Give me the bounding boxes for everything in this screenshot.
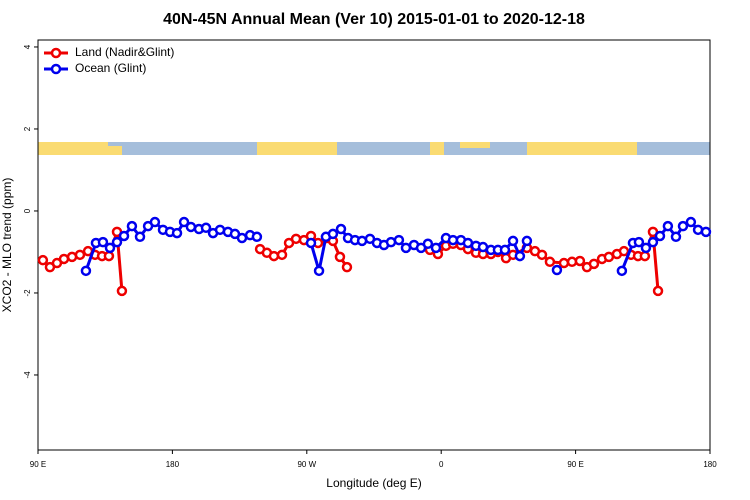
point xyxy=(58,253,70,265)
point xyxy=(116,285,128,297)
point xyxy=(236,232,248,244)
point xyxy=(430,242,442,254)
point xyxy=(574,255,586,267)
point xyxy=(558,257,570,269)
point xyxy=(118,230,130,242)
point xyxy=(341,261,353,273)
point xyxy=(134,231,146,243)
point xyxy=(149,216,161,228)
y-tick-label: 0 xyxy=(23,208,32,213)
point xyxy=(662,220,674,232)
point xyxy=(647,236,659,248)
point xyxy=(652,285,664,297)
chart-title: 40N-45N Annual Mean (Ver 10) 2015-01-01 … xyxy=(163,11,585,28)
point xyxy=(551,264,563,276)
point xyxy=(200,222,212,234)
point xyxy=(633,236,645,248)
point xyxy=(185,221,197,233)
point xyxy=(97,236,109,248)
point xyxy=(700,226,712,238)
y-tick-label: 4 xyxy=(23,44,32,49)
point xyxy=(171,227,183,239)
point xyxy=(536,249,548,261)
point xyxy=(103,250,115,262)
x-tick-label: 90 E xyxy=(30,460,46,469)
x-tick-label: 0 xyxy=(439,460,444,469)
legend-label: Land (Nadir&Glint) xyxy=(75,45,174,59)
point xyxy=(290,233,302,245)
point xyxy=(393,234,405,246)
point xyxy=(251,231,263,243)
point xyxy=(588,258,600,270)
point xyxy=(603,251,615,263)
x-axis-label: Longitude (deg E) xyxy=(326,476,421,490)
legend-marker xyxy=(50,63,62,75)
point xyxy=(685,216,697,228)
point xyxy=(268,250,280,262)
y-tick-label: 2 xyxy=(23,126,32,131)
point xyxy=(37,254,49,266)
point xyxy=(313,265,325,277)
point xyxy=(335,223,347,235)
legend-label: Ocean (Glint) xyxy=(75,61,146,75)
point xyxy=(276,249,288,261)
point xyxy=(462,237,474,249)
point xyxy=(111,236,123,248)
point xyxy=(422,238,434,250)
point xyxy=(104,242,116,254)
point xyxy=(507,235,519,247)
point xyxy=(616,265,628,277)
x-tick-label: 180 xyxy=(703,460,717,469)
point xyxy=(521,235,533,247)
point xyxy=(400,242,412,254)
y-axis-label: XCO2 - MLO trend (ppm) xyxy=(0,178,14,313)
point xyxy=(654,230,666,242)
point xyxy=(80,265,92,277)
point xyxy=(639,250,651,262)
point xyxy=(544,256,556,268)
x-tick-label: 180 xyxy=(166,460,180,469)
y-tick-label: -4 xyxy=(23,371,32,379)
point xyxy=(670,231,682,243)
plot-frame xyxy=(37,39,711,451)
x-tick-label: 90 W xyxy=(297,460,316,469)
point xyxy=(334,251,346,263)
point xyxy=(499,244,511,256)
point xyxy=(514,250,526,262)
x-tick-label: 90 E xyxy=(567,460,583,469)
point xyxy=(327,228,339,240)
point xyxy=(126,220,138,232)
point xyxy=(677,220,689,232)
point xyxy=(305,237,317,249)
point xyxy=(178,216,190,228)
point xyxy=(640,242,652,254)
legend-marker xyxy=(50,47,62,59)
y-tick-label: -2 xyxy=(23,289,32,297)
point xyxy=(74,249,86,261)
land-ocean-strip xyxy=(38,142,710,155)
